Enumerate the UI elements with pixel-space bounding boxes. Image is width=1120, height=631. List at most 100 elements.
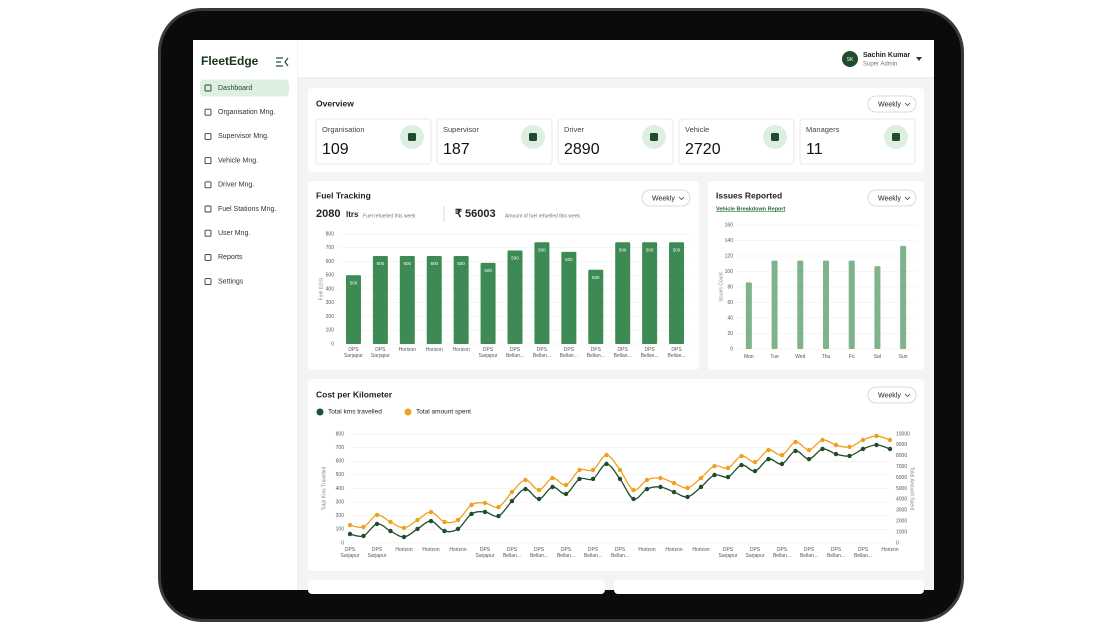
y-tick-label: 100	[326, 328, 335, 334]
filter-dropdown[interactable]	[867, 95, 917, 113]
series-point	[361, 533, 366, 539]
series-point	[752, 468, 758, 474]
series-point	[374, 521, 380, 527]
series-point	[874, 442, 879, 448]
series-point	[550, 484, 555, 490]
bar	[642, 242, 658, 344]
y-tick-label: 700	[336, 445, 345, 451]
series-point	[428, 509, 434, 515]
stat-label: Organisation	[322, 125, 365, 134]
series-point	[577, 467, 582, 473]
y-tick-label: 700	[326, 245, 335, 251]
y2-tick-label: 4000	[896, 497, 907, 503]
avatar[interactable]	[842, 51, 858, 67]
series-point	[671, 480, 677, 486]
chart-title: Fuel Tracking	[316, 190, 371, 200]
collapse-icon[interactable]	[276, 57, 289, 67]
series-point	[455, 526, 461, 532]
series-point	[590, 467, 596, 473]
filter-label: Weekly	[878, 195, 901, 202]
bar	[507, 250, 523, 344]
series-point	[550, 475, 555, 481]
stat-value: 2720	[685, 141, 721, 158]
legend-label: Total amount spent	[416, 409, 471, 416]
y2-tick-label: 3000	[896, 508, 907, 514]
card-partial	[308, 580, 605, 594]
menu-item[interactable]: Supervisor Mng.	[218, 133, 269, 140]
menu-item[interactable]: Dashboard	[218, 85, 252, 92]
series-point	[401, 525, 407, 531]
user-name: Sachin Kumar	[863, 52, 910, 59]
menu-item[interactable]: User Mng.	[218, 230, 250, 237]
bar	[534, 242, 550, 344]
legend-marker	[404, 408, 412, 416]
bar-label: 500	[511, 256, 519, 261]
y-tick-label: 20	[727, 331, 733, 337]
series-point	[874, 433, 879, 439]
filter-label: Weekly	[878, 392, 901, 399]
series-point	[739, 453, 744, 459]
user-menu-caret[interactable]	[916, 57, 922, 61]
y-axis-label: Fuel (Ltrs)	[318, 277, 324, 300]
y2-axis-label: Total Amount Spent	[909, 467, 915, 511]
menu-item[interactable]: Driver Mng.	[218, 182, 254, 189]
menu-icon	[204, 278, 212, 286]
y-tick-label: 300	[326, 300, 335, 306]
series-point	[509, 489, 515, 495]
series-point	[833, 451, 839, 457]
y-tick-label: 160	[725, 222, 734, 228]
series-point	[766, 456, 771, 462]
filter-dropdown[interactable]	[867, 386, 917, 404]
menu-item[interactable]: Settings	[218, 278, 244, 285]
series-point	[442, 528, 447, 534]
series-point	[779, 452, 785, 458]
top-bar	[298, 40, 934, 78]
dropdown-chevron	[904, 196, 911, 201]
y-tick-label: 200	[336, 513, 345, 519]
series-point	[347, 522, 353, 528]
chart-card	[708, 181, 924, 370]
y-tick-label: 600	[336, 459, 345, 465]
stat-icon	[892, 133, 900, 141]
series-point	[401, 534, 407, 540]
y-tick-label: 40	[727, 315, 733, 321]
series-point	[644, 486, 650, 492]
y2-tick-label: 8000	[896, 453, 907, 459]
series-point	[698, 475, 704, 481]
filter-dropdown[interactable]	[867, 189, 917, 207]
menu-icon	[204, 181, 212, 189]
series-point	[469, 502, 474, 508]
chart-title: Issues Reported	[716, 190, 782, 200]
series-point	[793, 439, 798, 445]
y2-tick-label: 2000	[896, 519, 907, 525]
menu-item[interactable]: Organisation Mng.	[218, 109, 275, 116]
series-point	[388, 519, 393, 525]
menu-item[interactable]: Reports	[218, 254, 243, 261]
bar-label: 500	[350, 280, 358, 285]
menu-item[interactable]: Fuel Stations Mng.	[218, 206, 276, 213]
series-point	[725, 465, 731, 471]
bar	[345, 275, 361, 344]
stat-unit: ltrs	[346, 210, 359, 219]
report-link[interactable]: Vehicle Breakdown Report	[716, 206, 786, 212]
user-role: Super Admin	[863, 62, 897, 68]
bar-label: 500	[673, 247, 681, 252]
menu-icon	[204, 157, 212, 165]
y-tick-label: 60	[727, 300, 733, 306]
bar	[797, 260, 804, 349]
series-point	[374, 512, 380, 518]
series-point	[523, 486, 528, 492]
bar-label: 500	[377, 261, 385, 266]
bar-label: 500	[484, 268, 492, 273]
bar	[561, 251, 577, 344]
bar	[900, 245, 907, 349]
y-axis-label: Total Kms Travelled	[321, 466, 327, 510]
bar	[771, 260, 778, 349]
dropdown-chevron	[904, 393, 911, 398]
menu-item[interactable]: Vehicle Mng.	[218, 157, 258, 164]
bar	[669, 242, 685, 344]
series-point	[887, 446, 893, 452]
filter-dropdown[interactable]	[641, 189, 691, 207]
series-point	[779, 461, 785, 467]
